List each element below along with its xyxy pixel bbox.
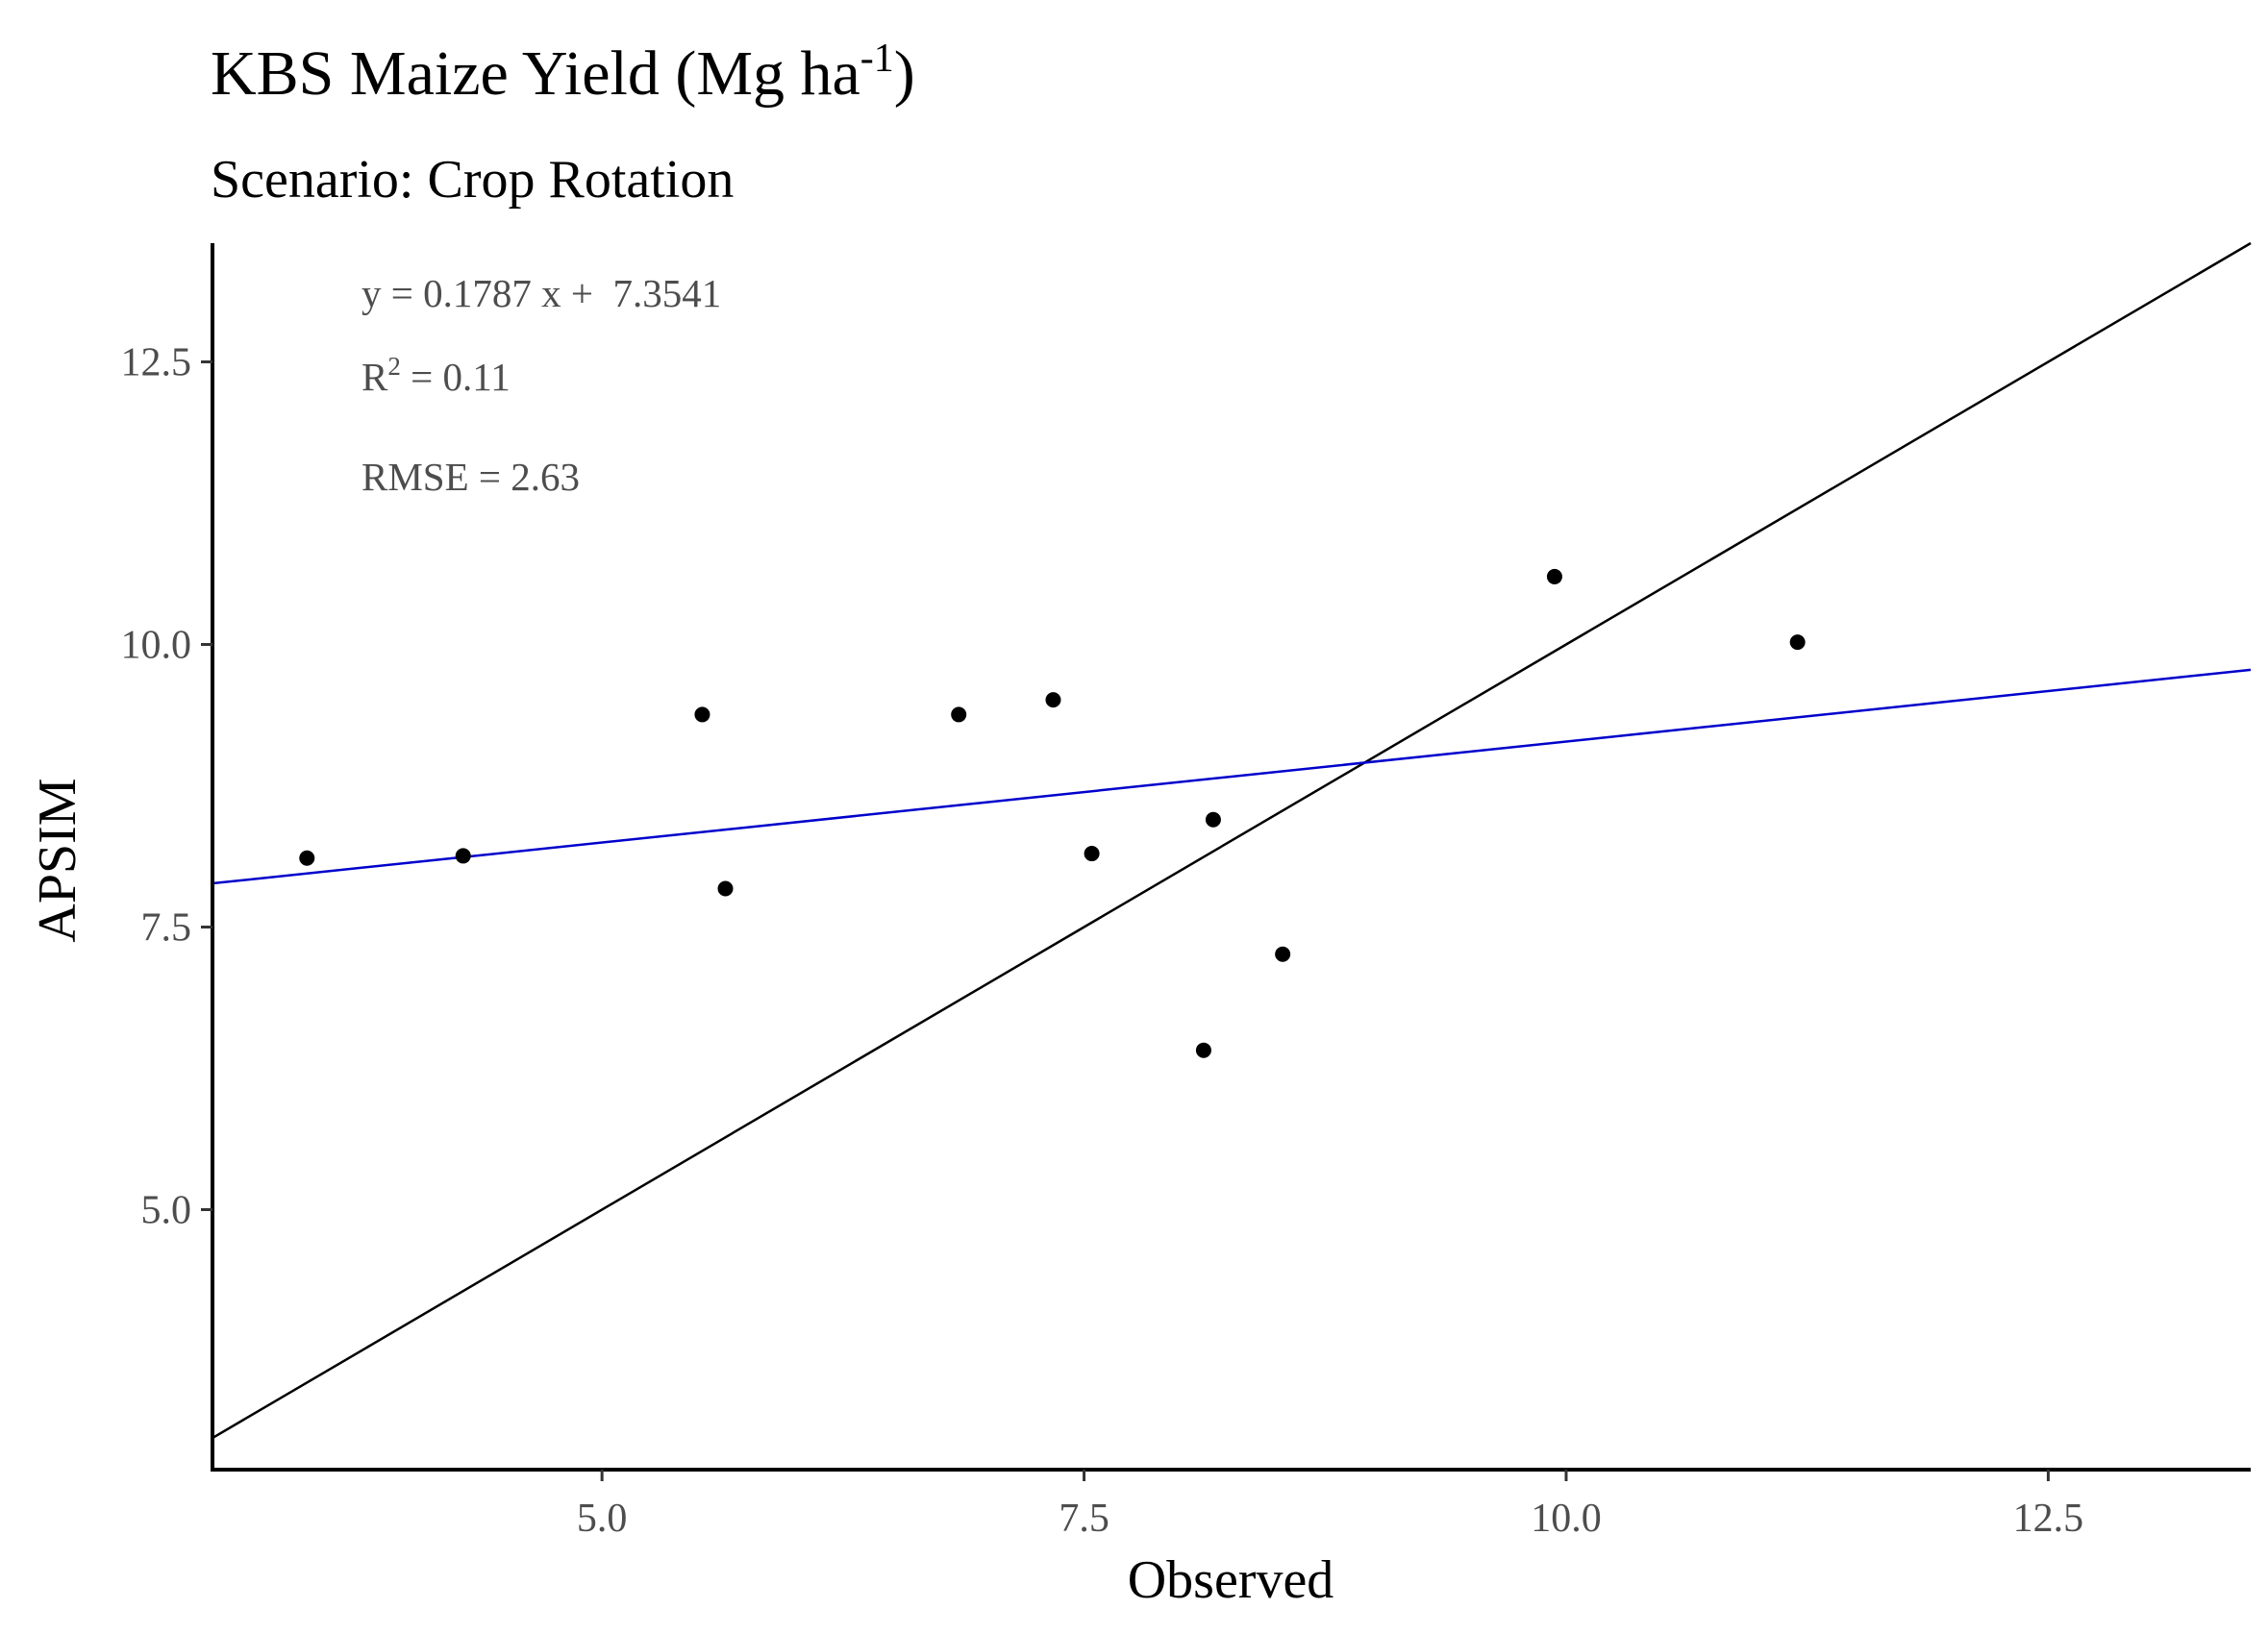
data-point bbox=[1084, 846, 1100, 862]
chart-title-main: KBS Maize Yield (Mg ha bbox=[211, 38, 860, 109]
rmse-label: RMSE = 2.63 bbox=[361, 455, 580, 499]
r-squared-r: R bbox=[361, 355, 388, 399]
y-axis-title: APSIM bbox=[28, 778, 87, 942]
r-squared-label: R2 = 0.11 bbox=[361, 352, 511, 399]
identity-line bbox=[212, 241, 2252, 1440]
data-point bbox=[1205, 811, 1221, 828]
data-point bbox=[717, 880, 734, 897]
data-point bbox=[694, 706, 710, 723]
x-tick-label: 10.0 bbox=[1531, 1497, 1602, 1541]
y-tick-label: 5.0 bbox=[141, 1189, 192, 1233]
y-tick-label: 7.5 bbox=[141, 906, 192, 951]
chart-title-end: ) bbox=[894, 38, 915, 109]
y-tick-label: 12.5 bbox=[121, 340, 192, 384]
data-point bbox=[1789, 634, 1806, 651]
data-point bbox=[1546, 568, 1562, 584]
chart-title-superscript: -1 bbox=[860, 37, 894, 81]
x-axis-title: Observed bbox=[1128, 1550, 1334, 1610]
data-points bbox=[299, 568, 1806, 1058]
data-point bbox=[1045, 692, 1061, 708]
r-squared-value: = 0.11 bbox=[401, 355, 511, 399]
chart-subtitle: Scenario: Crop Rotation bbox=[211, 150, 734, 210]
chart-title: KBS Maize Yield (Mg ha-1) bbox=[211, 37, 915, 109]
y-tick-label: 10.0 bbox=[121, 623, 192, 667]
x-tick-label: 12.5 bbox=[2013, 1497, 2084, 1541]
regression-equation: y = 0.1787 x + 7.3541 bbox=[361, 271, 721, 315]
data-point bbox=[1195, 1042, 1211, 1058]
y-axis-ticks: 5.0 7.5 10.0 12.5 bbox=[121, 340, 212, 1233]
data-point bbox=[455, 848, 471, 864]
r-squared-sup: 2 bbox=[387, 352, 401, 381]
x-axis-ticks: 5.0 7.5 10.0 12.5 bbox=[577, 1470, 2083, 1541]
regression-line bbox=[212, 668, 2252, 885]
data-point bbox=[299, 850, 315, 866]
plot-lines bbox=[212, 241, 2252, 1440]
x-tick-label: 7.5 bbox=[1059, 1497, 1109, 1541]
data-point bbox=[951, 706, 967, 723]
data-point bbox=[1275, 946, 1291, 962]
x-tick-label: 5.0 bbox=[577, 1497, 628, 1541]
